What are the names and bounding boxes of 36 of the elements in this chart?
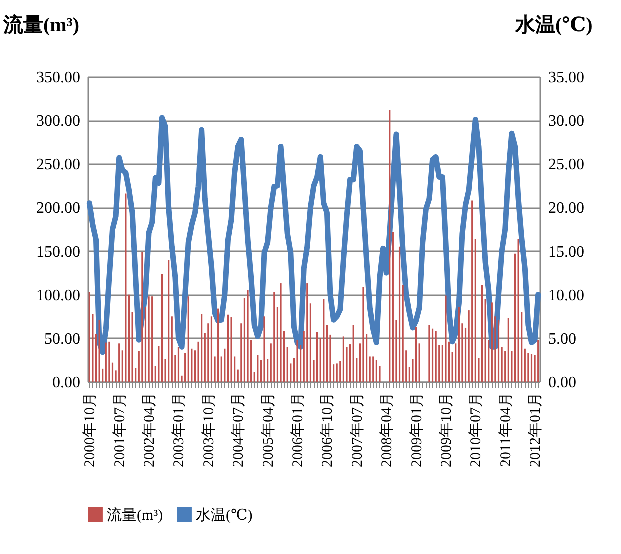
y2-tick-label: 25.00 [548, 156, 584, 174]
y2-tick-label: 5.00 [548, 330, 576, 348]
x-tick-label: 2006年10月 [319, 392, 336, 468]
x-tick-label: 2003年01月 [170, 392, 188, 468]
x-tick-label: 2010年07月 [468, 392, 485, 468]
y-tick-label: 150.00 [36, 244, 80, 261]
y-axis-title: 流量(m³) [2, 14, 80, 36]
x-tick-label: 2002年04月 [141, 392, 158, 468]
y-tick-label: 100.00 [36, 287, 80, 304]
x-tick-label: 2000年10月 [82, 392, 99, 468]
y-tick-label: 300.00 [36, 113, 80, 130]
x-tick-label: 2009年10月 [438, 392, 455, 468]
y-tick-label: 0.00 [52, 374, 80, 392]
y-tick-label: 200.00 [36, 200, 80, 218]
y2-tick-label: 10.00 [548, 287, 584, 304]
y-tick-label: 50.00 [44, 330, 80, 348]
x-tick-label: 2009年01月 [408, 392, 426, 468]
x-tick-label: 2005年04月 [260, 392, 277, 468]
y2-tick-label: 15.00 [548, 244, 584, 261]
legend-label: 水温(℃) [196, 506, 253, 524]
x-tick-label: 2006年01月 [290, 392, 307, 468]
x-tick-label: 2012年01月 [527, 392, 544, 468]
y2-tick-label: 35.00 [548, 70, 584, 86]
x-tick-label: 2008年04月 [378, 392, 396, 468]
x-tick-label: 2007年07月 [348, 392, 366, 468]
y2-tick-label: 20.00 [548, 200, 584, 218]
legend-label: 流量(m³) [107, 506, 164, 524]
x-tick-label: 2001年07月 [111, 392, 128, 468]
y-tick-label: 250.00 [36, 156, 80, 174]
x-tick-label: 2011年04月 [497, 392, 514, 467]
y2-axis-title: 水温(℃) [514, 14, 593, 36]
y2-tick-label: 0.00 [548, 374, 576, 392]
y2-tick-label: 30.00 [548, 113, 584, 130]
x-tick-label: 2004年07月 [230, 392, 248, 468]
x-tick-label: 2003年10月 [200, 392, 218, 468]
y-tick-label: 350.00 [36, 70, 80, 86]
